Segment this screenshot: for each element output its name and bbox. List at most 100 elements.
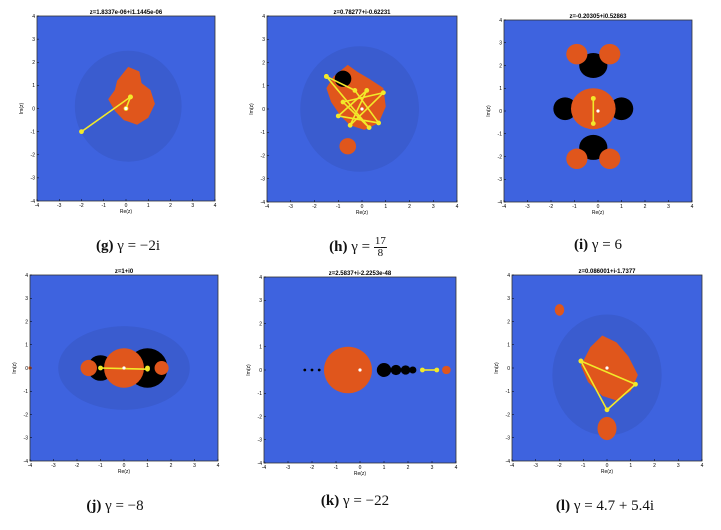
black-region <box>579 52 608 79</box>
julia-set-lobe <box>599 148 621 170</box>
julia-set-lobe <box>597 416 617 441</box>
x-axis-label: Re(z) <box>601 469 614 475</box>
orbit-point <box>420 367 425 373</box>
panel-k: z=2.5837+i-2.2253e-48 -4 -3 -2 -1 0 1 2 3 4 4 3 2 1 0… <box>240 265 480 530</box>
x-tick-label: 2 <box>653 463 656 469</box>
x-axis-label: Re(z) <box>354 471 367 477</box>
x-tick-label: -4 <box>35 203 40 209</box>
panel-l: z=0.086001+i-1.7377 -4 -3 -2 -1 0 1 2 3 4 4 3 2 1 0 -1… <box>480 265 721 530</box>
x-tick-label: -3 <box>289 204 294 210</box>
orbit-point <box>128 94 133 100</box>
orbit-path <box>81 96 132 133</box>
y-tick-label: 4 <box>507 273 510 279</box>
caption-gamma-g: γ = −2i <box>117 238 160 254</box>
caption-gamma-k: γ = −22 <box>343 493 390 509</box>
x-tick-label: 3 <box>191 203 194 209</box>
x-tick-label: -2 <box>557 463 562 469</box>
black-region <box>409 366 417 374</box>
plot-i: z=-0.20305+i0.52863 -4 -3 -2 -1 0 1 2 3 4 4 3 2 1 0 -1… <box>486 14 694 216</box>
y-tick-label: 2 <box>262 60 265 66</box>
x-tick-label: -2 <box>310 465 315 471</box>
x-axis-label: Re(z) <box>592 210 605 216</box>
orbit-point <box>347 122 353 128</box>
x-tick-label: 3 <box>667 204 670 210</box>
orbit-point <box>366 125 372 130</box>
y-tick-label: 3 <box>262 37 265 43</box>
y-axis-label: Im(z) <box>12 362 18 374</box>
x-tick-label: 4 <box>455 465 458 471</box>
x-tick-label: -3 <box>534 463 539 469</box>
orbit-path <box>580 360 637 411</box>
y-tick-label: 2 <box>259 321 262 327</box>
y-tick-label: -1 <box>261 130 266 136</box>
julia-set-lobe <box>566 148 588 170</box>
orbit-point <box>590 121 596 126</box>
x-tick-label: -1 <box>102 203 107 209</box>
fractal-layer <box>300 46 419 172</box>
caption-label-k: (k) <box>320 493 340 509</box>
orbit-point <box>364 88 370 93</box>
julia-set-lobe <box>599 43 621 65</box>
orbit-point <box>340 99 346 105</box>
black-region <box>376 363 392 377</box>
x-tick-label: 0 <box>359 465 362 471</box>
fractal-layer <box>28 326 190 410</box>
orbit-point <box>380 90 386 96</box>
x-tick-label: 3 <box>432 204 435 210</box>
x-tick-label: 4 <box>217 463 220 469</box>
x-tick-label: -3 <box>57 203 62 209</box>
caption-gamma-l: γ = 4.7 + 5.4i <box>573 498 655 514</box>
black-region <box>609 97 634 121</box>
ztitle-h: z=0.78277+i-0.62231 <box>333 10 391 16</box>
y-tick-label: 0 <box>259 368 262 374</box>
x-tick-label: 0 <box>361 204 364 210</box>
plot-l: z=0.086001+i-1.7377 -4 -3 -2 -1 0 1 2 3 4 4 3 2 1 0 -1… <box>494 269 704 475</box>
y-tick-label: 2 <box>25 319 28 325</box>
panel-g: z=1.8337e-06+i1.1445e-06 -4 -3 -2 -1 0 1 2 3 4 4 3… <box>0 0 240 265</box>
orbit-point <box>323 74 329 79</box>
x-tick-label: -4 <box>265 204 270 210</box>
y-tick-label: -4 <box>498 200 503 206</box>
black-region <box>553 97 577 121</box>
x-axis-label: Re(z) <box>356 210 369 216</box>
x-tick-label: -3 <box>286 465 291 471</box>
y-tick-label: 2 <box>507 319 510 325</box>
caption-label-h: (h) <box>329 238 348 255</box>
y-tick-label: -1 <box>24 389 29 395</box>
y-tick-label: -4 <box>258 461 263 467</box>
x-tick-label: -2 <box>312 204 317 210</box>
x-tick-label: 4 <box>701 463 704 469</box>
plot-j: z=1+i0 -4 -3 -2 -1 0 1 2 3 4 4 3 2 1 0 -1 -2 -3 -4 Re(z) Im… <box>12 269 220 475</box>
y-axis-label: Im(z) <box>19 102 25 114</box>
y-tick-label: 0 <box>499 109 502 115</box>
y-tick-label: -2 <box>506 412 511 418</box>
x-tick-label: -2 <box>75 463 80 469</box>
x-tick-label: 0 <box>123 463 126 469</box>
plot-h: z=0.78277+i-0.62231 -4 -3 -2 -1 0 1 2 3 4 4 3 2 1 0 -1… <box>249 10 459 216</box>
black-region <box>400 365 411 375</box>
caption-l: (l) γ = 4.7 + 5.4i <box>540 498 670 515</box>
y-tick-label: -3 <box>498 177 503 183</box>
y-tick-label: 1 <box>25 343 28 349</box>
x-tick-label: 1 <box>147 203 150 209</box>
y-tick-label: -2 <box>498 154 503 160</box>
fixed-point <box>124 106 128 111</box>
black-region <box>579 134 608 160</box>
y-tick-label: 4 <box>32 14 35 20</box>
y-tick-label: 4 <box>25 273 28 279</box>
caption-label-i: (i) <box>573 237 589 253</box>
caption-label-g: (g) <box>96 238 114 254</box>
x-tick-label: -2 <box>79 203 84 209</box>
fixed-point <box>605 366 609 370</box>
y-tick-label: -1 <box>258 391 263 397</box>
x-tick-label: -1 <box>98 463 103 469</box>
fixed-point <box>360 107 364 111</box>
y-tick-label: 0 <box>25 366 28 372</box>
x-tick-label: 4 <box>691 204 694 210</box>
y-tick-label: 4 <box>262 14 265 20</box>
orbit-point <box>633 381 638 387</box>
y-tick-label: 2 <box>32 60 35 66</box>
x-tick-label: 2 <box>170 463 173 469</box>
ztitle-j: z=1+i0 <box>115 269 134 275</box>
y-tick-label: 0 <box>262 107 265 113</box>
